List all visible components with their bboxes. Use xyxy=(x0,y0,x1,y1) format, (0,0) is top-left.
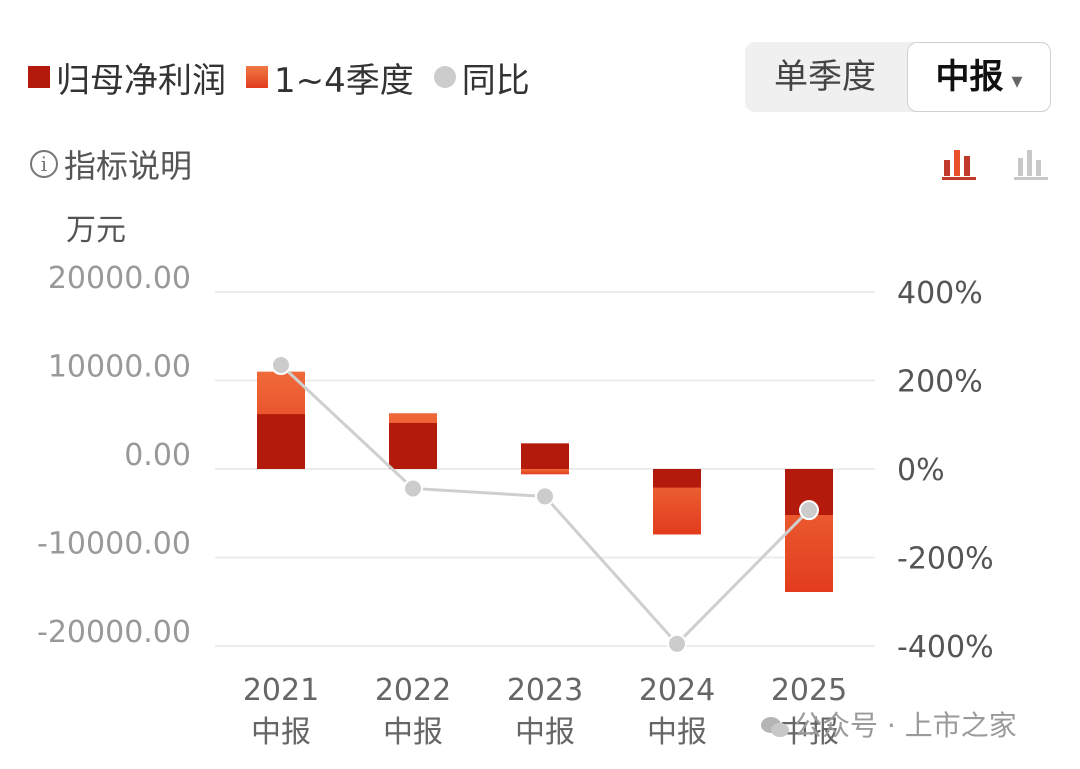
y2-tick-label: 200% xyxy=(897,365,983,400)
legend-item-yoy[interactable]: 同比 xyxy=(433,53,530,102)
x-tick-label: 中报 xyxy=(383,715,443,750)
indicator-description[interactable]: i 指标说明 xyxy=(30,142,192,186)
legend-label-q14: 1~4季度 xyxy=(274,60,414,101)
y-tick-label: 10000.00 xyxy=(48,350,191,385)
legend: 归母净利润 1~4季度 同比 xyxy=(28,52,550,102)
period-tabs: 单季度 中报 ▾ xyxy=(745,42,1051,112)
yoy-point xyxy=(667,633,687,654)
yoy-point xyxy=(799,500,819,521)
x-tick-label: 2023 xyxy=(507,673,583,708)
y-tick-label: -10000.00 xyxy=(37,527,191,562)
x-tick-label: 中报 xyxy=(251,715,311,750)
yoy-point xyxy=(271,355,291,376)
yoy-dot-icon xyxy=(433,66,456,88)
y2-tick-label: 400% xyxy=(897,276,983,311)
y2-tick-label: -200% xyxy=(897,542,994,577)
wechat-icon xyxy=(761,717,789,737)
bar-chart-active-icon[interactable] xyxy=(942,150,976,180)
yoy-point xyxy=(535,486,555,507)
bar-chart-inactive-icon[interactable] xyxy=(1014,150,1048,180)
x-tick-label: 2021 xyxy=(243,673,319,708)
bar-net-profit xyxy=(389,422,437,469)
x-tick-label: 中报 xyxy=(515,715,575,750)
q14-swatch xyxy=(246,66,268,88)
tab-single-quarter[interactable]: 单季度 xyxy=(774,57,876,97)
x-tick-label: 2022 xyxy=(375,673,451,708)
legend-item-net-profit[interactable]: 归母净利润 xyxy=(28,53,226,102)
y2-tick-label: -400% xyxy=(897,630,994,665)
watermark: 公众号 · 上市之家 xyxy=(760,704,1017,744)
legend-label-yoy: 同比 xyxy=(461,60,530,101)
y-axis-unit: 万元 xyxy=(66,213,126,248)
watermark-text: 公众号 · 上市之家 xyxy=(794,709,1017,742)
tab-mid-report-label: 中报 xyxy=(935,57,1004,97)
legend-item-q14[interactable]: 1~4季度 xyxy=(246,53,414,102)
y2-tick-label: 0% xyxy=(897,453,945,488)
yoy-point xyxy=(403,478,423,499)
info-icon: i xyxy=(30,150,58,178)
net-profit-swatch xyxy=(28,66,50,88)
legend-label-net-profit: 归母净利润 xyxy=(56,60,226,101)
chevron-down-icon: ▾ xyxy=(1011,69,1023,94)
indicator-description-label: 指标说明 xyxy=(64,147,193,185)
bar-net-profit xyxy=(257,414,305,469)
x-tick-label: 中报 xyxy=(779,715,839,750)
bar-q14 xyxy=(521,469,569,475)
y-tick-label: 20000.00 xyxy=(48,261,191,296)
x-tick-label: 中报 xyxy=(647,715,707,750)
x-tick-label: 2024 xyxy=(639,673,715,708)
bar-net-profit xyxy=(653,469,701,488)
y-tick-label: -20000.00 xyxy=(37,615,191,650)
tab-mid-report-dropdown[interactable]: 中报 ▾ xyxy=(907,42,1051,112)
x-tick-label: 2025 xyxy=(771,673,847,708)
y-tick-label: 0.00 xyxy=(124,438,191,473)
bar-net-profit xyxy=(521,443,569,469)
